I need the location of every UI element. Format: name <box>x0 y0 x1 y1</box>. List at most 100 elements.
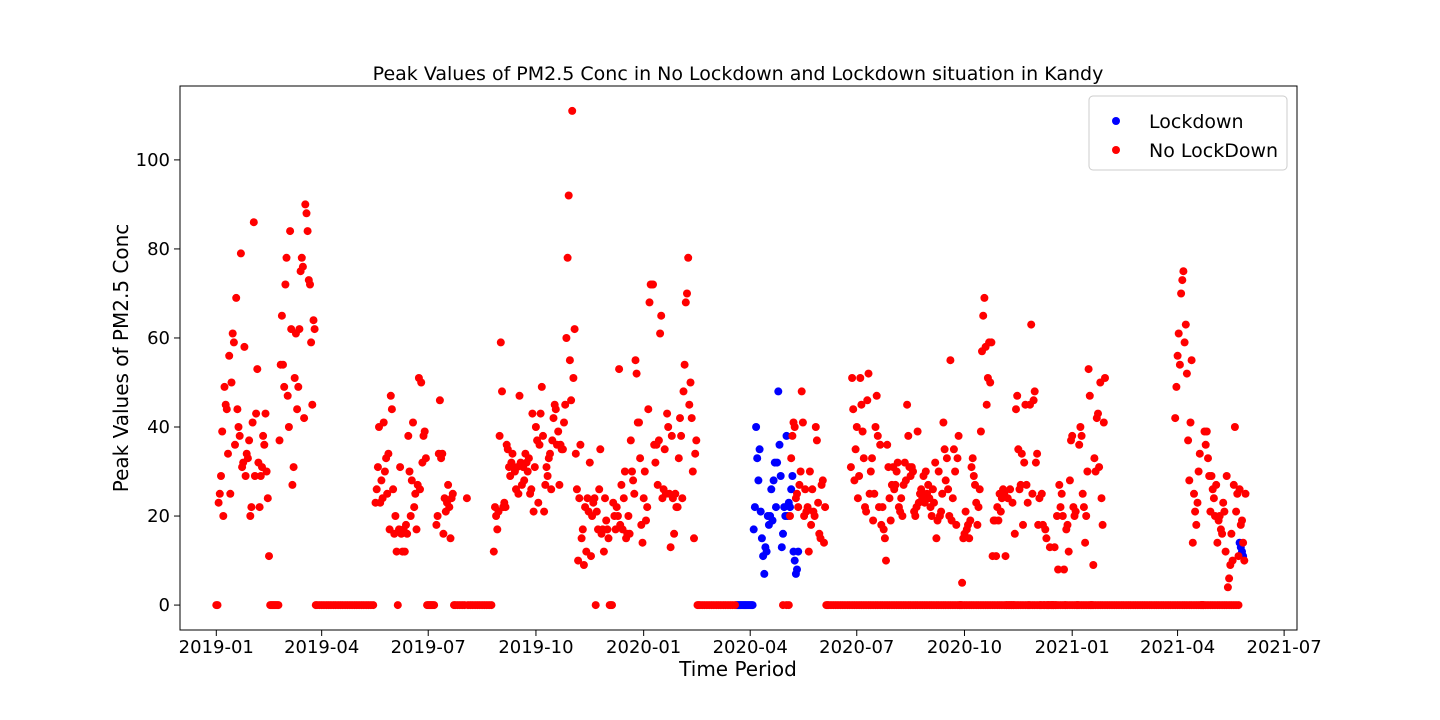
no-lockdown-point <box>666 543 675 552</box>
no-lockdown-point <box>1191 507 1200 516</box>
no-lockdown-point <box>546 449 554 458</box>
no-lockdown-point <box>407 476 416 485</box>
no-lockdown-point <box>951 467 960 476</box>
no-lockdown-point <box>256 472 265 480</box>
no-lockdown-point <box>260 440 269 449</box>
no-lockdown-point <box>446 534 455 543</box>
no-lockdown-point <box>1037 489 1046 498</box>
no-lockdown-point <box>1173 351 1182 360</box>
no-lockdown-point <box>1023 498 1032 507</box>
no-lockdown-point <box>225 351 234 360</box>
no-lockdown-point <box>942 454 951 463</box>
no-lockdown-point <box>578 525 587 534</box>
no-lockdown-point <box>1013 391 1022 400</box>
no-lockdown-point <box>309 316 318 325</box>
no-lockdown-point <box>968 454 977 463</box>
no-lockdown-point <box>1095 463 1104 472</box>
no-lockdown-point <box>1042 534 1051 543</box>
no-lockdown-point <box>281 280 290 289</box>
lockdown-point <box>794 547 803 556</box>
no-lockdown-point <box>240 342 249 351</box>
no-lockdown-point <box>969 472 978 480</box>
no-lockdown-point <box>1222 472 1231 480</box>
no-lockdown-point <box>1193 498 1202 507</box>
no-lockdown-point <box>274 601 283 610</box>
no-lockdown-point <box>976 427 985 436</box>
no-lockdown-point <box>937 507 946 516</box>
no-lockdown-point <box>673 503 682 512</box>
no-lockdown-point <box>448 489 457 498</box>
no-lockdown-point <box>678 494 687 503</box>
no-lockdown-point <box>1022 480 1031 489</box>
no-lockdown-point <box>979 311 988 320</box>
no-lockdown-point <box>1213 538 1222 547</box>
chart-title: Peak Values of PM2.5 Conc in No Lockdown… <box>373 63 1104 85</box>
no-lockdown-point <box>898 512 907 520</box>
no-lockdown-point <box>880 534 889 543</box>
no-lockdown-point <box>1194 467 1203 476</box>
no-lockdown-point <box>561 400 570 409</box>
x-tick-label: 2021-01 <box>1035 637 1110 658</box>
no-lockdown-point <box>279 360 287 369</box>
no-lockdown-point <box>626 436 635 445</box>
no-lockdown-point <box>1220 507 1229 516</box>
no-lockdown-point <box>803 503 812 512</box>
no-lockdown-point <box>873 431 882 440</box>
no-lockdown-point <box>1061 601 1070 610</box>
lockdown-point <box>772 503 780 512</box>
no-lockdown-point <box>564 191 573 200</box>
no-lockdown-point <box>892 467 901 476</box>
no-lockdown-point <box>393 601 402 610</box>
no-lockdown-point <box>514 489 523 498</box>
no-lockdown-point <box>1050 543 1059 552</box>
no-lockdown-point <box>615 365 624 374</box>
no-lockdown-point <box>891 480 900 489</box>
no-lockdown-point <box>608 601 616 610</box>
no-lockdown-point <box>1239 538 1248 547</box>
no-lockdown-point <box>587 552 595 561</box>
no-lockdown-point <box>277 311 286 320</box>
no-lockdown-point <box>250 472 259 480</box>
no-lockdown-point <box>1190 489 1198 498</box>
no-lockdown-point <box>241 472 250 480</box>
no-lockdown-point <box>797 387 806 396</box>
no-lockdown-point <box>788 431 797 440</box>
x-axis: 2019-01 2019-04 2019-07 2019-10 2020-01 2020-… <box>179 630 1322 658</box>
no-lockdown-point <box>938 489 947 498</box>
no-lockdown-point <box>528 409 537 418</box>
no-lockdown-point <box>681 298 690 307</box>
no-lockdown-point <box>1181 320 1190 329</box>
no-lockdown-point <box>1232 507 1241 516</box>
no-lockdown-point <box>878 503 887 512</box>
data-points <box>212 106 1250 610</box>
no-lockdown-point <box>294 382 303 391</box>
no-lockdown-point <box>280 382 289 391</box>
no-lockdown-point <box>1033 449 1042 458</box>
no-lockdown-point <box>911 512 920 520</box>
no-lockdown-point <box>784 601 793 610</box>
no-lockdown-point <box>1240 556 1249 565</box>
lockdown-point <box>777 543 786 552</box>
no-lockdown-point <box>667 431 676 440</box>
no-lockdown-point <box>690 534 698 543</box>
no-lockdown-point <box>688 467 697 476</box>
no-lockdown-point <box>994 516 1003 525</box>
no-lockdown-point <box>1084 365 1093 374</box>
no-lockdown-point <box>967 463 976 472</box>
no-lockdown-point <box>1241 489 1250 498</box>
x-tick-label: 2020-07 <box>819 637 894 658</box>
no-lockdown-point <box>249 218 258 227</box>
no-lockdown-point <box>846 463 855 472</box>
no-lockdown-point <box>531 423 540 431</box>
no-lockdown-point <box>1227 529 1236 538</box>
no-lockdown-point <box>576 440 585 449</box>
no-lockdown-point <box>568 106 577 115</box>
no-lockdown-point <box>389 485 398 494</box>
no-lockdown-point <box>410 503 419 512</box>
no-lockdown-point <box>927 512 936 520</box>
no-lockdown-point <box>857 400 866 409</box>
no-lockdown-point <box>412 525 421 534</box>
no-lockdown-point <box>308 400 317 409</box>
no-lockdown-point <box>572 485 581 494</box>
